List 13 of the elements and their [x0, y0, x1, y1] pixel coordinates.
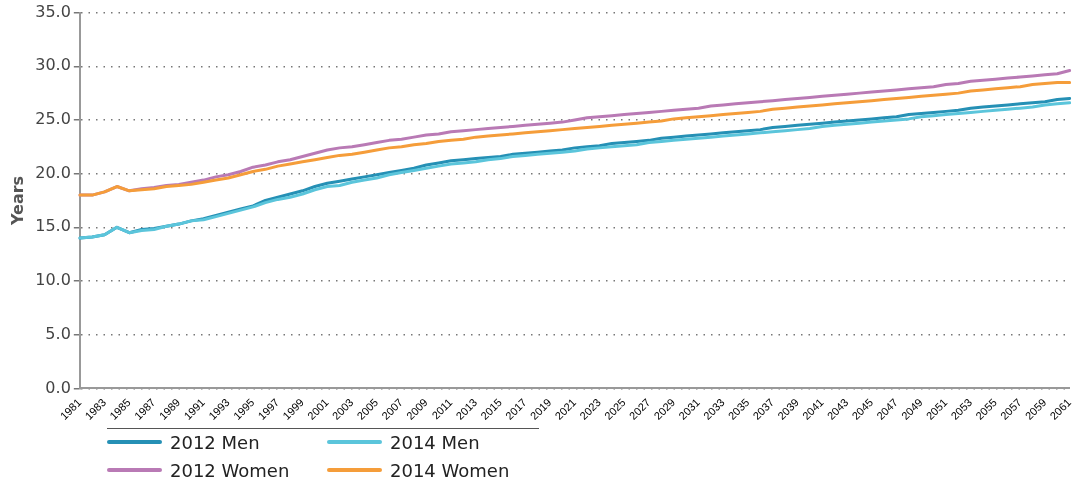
legend-label: 2012 Women [170, 459, 290, 481]
y-tick-label: 30.0 [35, 55, 71, 75]
y-tick-label: 10.0 [35, 270, 71, 290]
y-tick-label: 15.0 [35, 216, 71, 236]
y-tick-label: 25.0 [35, 109, 71, 129]
legend-label: 2014 Women [390, 459, 510, 481]
y-tick-label: 20.0 [35, 162, 71, 182]
y-tick-label: 5.0 [45, 323, 71, 343]
y-tick-label: 0.0 [45, 377, 71, 397]
legend-label: 2014 Men [390, 431, 480, 453]
y-axis-title: Years [7, 175, 27, 227]
y-tick-label: 35.0 [35, 1, 71, 21]
legend-label: 2012 Men [170, 431, 260, 453]
